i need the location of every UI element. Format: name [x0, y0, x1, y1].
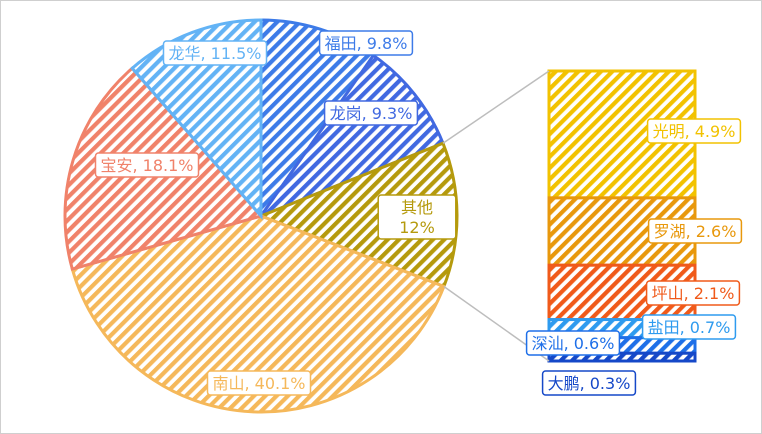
pie-slice-龙岗: [256, 53, 445, 220]
pie-label-其他: 其他 12%: [377, 194, 457, 240]
pie-slice-龙华: [130, 18, 263, 221]
svg-text:龙岗, 9.3%: 龙岗, 9.3%: [330, 104, 413, 123]
bar-label-深汕: 深汕, 0.6%: [525, 330, 621, 356]
bar-label-坪山: 坪山, 2.1%: [645, 280, 741, 306]
pie-slice-南山: [70, 214, 446, 414]
connector-line-top: [442, 70, 550, 144]
bar-label-大鹏: 大鹏, 0.3%: [541, 370, 637, 396]
pie-label-龙华: 龙华, 11.5%: [162, 40, 268, 66]
bar-segment-大鹏: [547, 351, 697, 363]
svg-text:罗湖, 2.6%: 罗湖, 2.6%: [654, 222, 737, 241]
bar-label-盐田: 盐田, 0.7%: [641, 314, 737, 340]
svg-text:深汕, 0.6%: 深汕, 0.6%: [532, 334, 615, 353]
svg-text:坪山, 2.1%: 坪山, 2.1%: [652, 284, 735, 303]
pie-slice-其他: [256, 141, 459, 289]
svg-text:盐田, 0.7%: 盐田, 0.7%: [648, 318, 731, 337]
svg-text:光明, 4.9%: 光明, 4.9%: [653, 122, 736, 141]
svg-text:宝安, 18.1%: 宝安, 18.1%: [100, 156, 193, 175]
bar-label-光明: 光明, 4.9%: [646, 118, 742, 144]
pie-label-南山: 南山, 40.1%: [206, 370, 312, 396]
bar-label-罗湖: 罗湖, 2.6%: [647, 218, 743, 244]
pie-label-福田: 福田, 9.8%: [318, 30, 414, 56]
svg-text:南山, 40.1%: 南山, 40.1%: [212, 374, 305, 393]
svg-text:福田, 9.8%: 福田, 9.8%: [325, 34, 408, 53]
pie-label-龙岗: 龙岗, 9.3%: [323, 100, 419, 126]
pie-label-宝安: 宝安, 18.1%: [94, 152, 200, 178]
svg-text:大鹏, 0.3%: 大鹏, 0.3%: [548, 374, 631, 393]
svg-text:龙华, 11.5%: 龙华, 11.5%: [168, 44, 261, 63]
